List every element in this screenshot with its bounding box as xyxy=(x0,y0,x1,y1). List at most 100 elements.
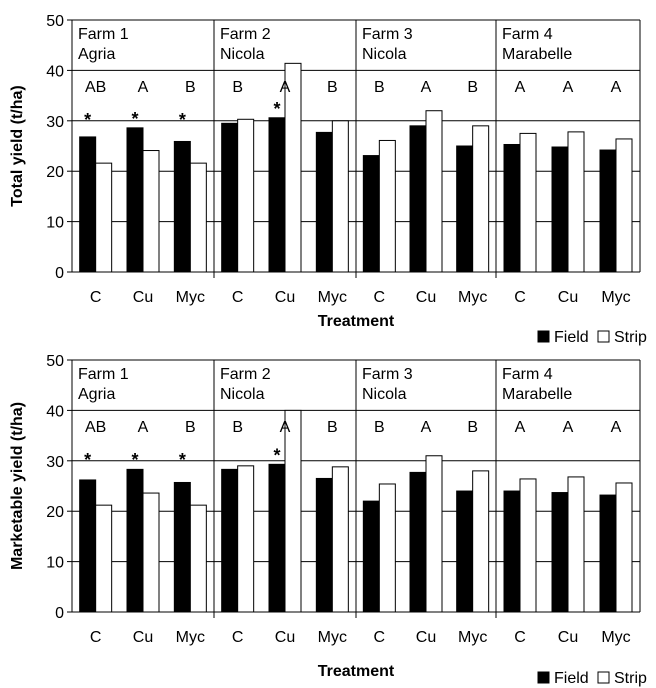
bar-field xyxy=(409,471,427,613)
bar-strip xyxy=(378,483,396,613)
bar-field xyxy=(456,145,474,273)
bar-field xyxy=(362,500,380,613)
significance-star: * xyxy=(131,109,138,129)
farm-variety-label: Marabelle xyxy=(502,386,572,403)
farm-variety-label: Nicola xyxy=(362,386,407,403)
y-tick-label: 40 xyxy=(46,403,64,420)
farm-variety-label: Nicola xyxy=(220,46,265,63)
y-tick-label: 20 xyxy=(46,504,64,521)
x-tick-label: C xyxy=(374,629,386,646)
significance-letter: A xyxy=(611,419,622,436)
x-tick-label: C xyxy=(90,629,102,646)
x-tick-label: Cu xyxy=(275,629,295,646)
y-tick-label: 10 xyxy=(46,215,64,232)
bar-strip xyxy=(95,162,113,273)
significance-star: * xyxy=(131,450,138,470)
y-tick-label: 30 xyxy=(46,454,64,471)
y-tick-label: 50 xyxy=(46,13,64,30)
y-tick-label: 20 xyxy=(46,164,64,181)
bar-strip xyxy=(567,476,585,613)
farm-variety-label: Agria xyxy=(78,46,115,63)
bar-field xyxy=(551,146,569,273)
significance-letter: B xyxy=(467,79,478,96)
bar-strip xyxy=(331,120,349,273)
significance-letter: B xyxy=(374,419,385,436)
bar-field xyxy=(599,494,617,613)
bar-field xyxy=(126,468,144,613)
bar-field xyxy=(79,479,97,613)
significance-letter: B xyxy=(185,79,196,96)
farm-variety-label: Nicola xyxy=(362,46,407,63)
significance-letter: B xyxy=(185,419,196,436)
legend: Field Strip xyxy=(537,670,647,687)
significance-letter: A xyxy=(138,79,149,96)
chart-panel-2: 0 10 20 30 40 50 Farm 1 Agria Farm 2 Nicola Farm 3… xyxy=(9,353,647,687)
bar-field xyxy=(268,117,286,273)
bar-strip xyxy=(472,125,490,273)
significance-star: * xyxy=(273,445,280,465)
y-axis-title: Marketable yield (t/ha) xyxy=(9,402,26,570)
bar-field xyxy=(268,463,286,613)
x-tick-label: C xyxy=(90,289,102,306)
bar-field xyxy=(409,125,427,273)
legend-swatch-strip xyxy=(597,330,610,343)
significance-letter: A xyxy=(138,419,149,436)
significance-star: * xyxy=(179,450,186,470)
y-tick-label: 0 xyxy=(55,605,64,622)
farm-variety-label: Agria xyxy=(78,386,115,403)
significance-letter: B xyxy=(374,79,385,96)
y-tick-label: 10 xyxy=(46,555,64,572)
farm-name-label: Farm 1 xyxy=(78,26,129,43)
significance-letter: A xyxy=(611,79,622,96)
significance-star: * xyxy=(273,99,280,119)
significance-letter: A xyxy=(563,79,574,96)
x-tick-label: Cu xyxy=(558,289,578,306)
legend-label: Field xyxy=(554,329,589,346)
bar-field xyxy=(221,468,239,613)
farm-variety-label: Marabelle xyxy=(502,46,572,63)
bar-strip xyxy=(519,478,537,613)
bar-field xyxy=(362,155,380,273)
bar-strip xyxy=(142,150,160,273)
x-tick-label: Myc xyxy=(458,289,487,306)
legend-swatch-field xyxy=(537,671,550,684)
farm-name-label: Farm 4 xyxy=(502,26,553,43)
farm-name-label: Farm 2 xyxy=(220,26,271,43)
x-axis-title: Treatment xyxy=(318,313,395,330)
x-tick-label: Cu xyxy=(558,629,578,646)
bar-strip xyxy=(425,455,443,613)
x-tick-label: Cu xyxy=(416,289,436,306)
y-tick-label: 50 xyxy=(46,353,64,370)
bar-strip xyxy=(615,138,633,273)
bar-field xyxy=(79,136,97,273)
chart-panel-1: 0 10 20 30 40 50 Farm 1 Agria Farm 2 Nicola Farm 3… xyxy=(9,13,647,346)
bar-field xyxy=(173,481,191,613)
significance-letter: A xyxy=(280,419,291,436)
significance-letter: A xyxy=(515,79,526,96)
significance-star: * xyxy=(179,110,186,130)
y-axis-title: Total yield (t/ha) xyxy=(9,85,26,206)
bar-field xyxy=(599,149,617,273)
bar-field xyxy=(315,131,333,273)
significance-star: * xyxy=(84,110,91,130)
bar-field xyxy=(173,140,191,273)
x-tick-label: Myc xyxy=(601,629,630,646)
farm-name-label: Farm 2 xyxy=(220,366,271,383)
bar-strip xyxy=(142,492,160,613)
significance-star: * xyxy=(84,450,91,470)
x-tick-label: Myc xyxy=(176,629,205,646)
significance-letter: B xyxy=(232,79,243,96)
bar-strip xyxy=(519,132,537,273)
y-tick-label: 40 xyxy=(46,63,64,80)
bar-field xyxy=(315,477,333,613)
x-axis-title: Treatment xyxy=(318,663,395,680)
x-tick-label: C xyxy=(514,629,526,646)
bar-field xyxy=(551,492,569,613)
farm-variety-label: Nicola xyxy=(220,386,265,403)
x-tick-label: Myc xyxy=(318,289,347,306)
significance-letter: B xyxy=(467,419,478,436)
bar-field xyxy=(456,490,474,613)
legend-swatch-field xyxy=(537,330,550,343)
bar-strip xyxy=(567,131,585,273)
